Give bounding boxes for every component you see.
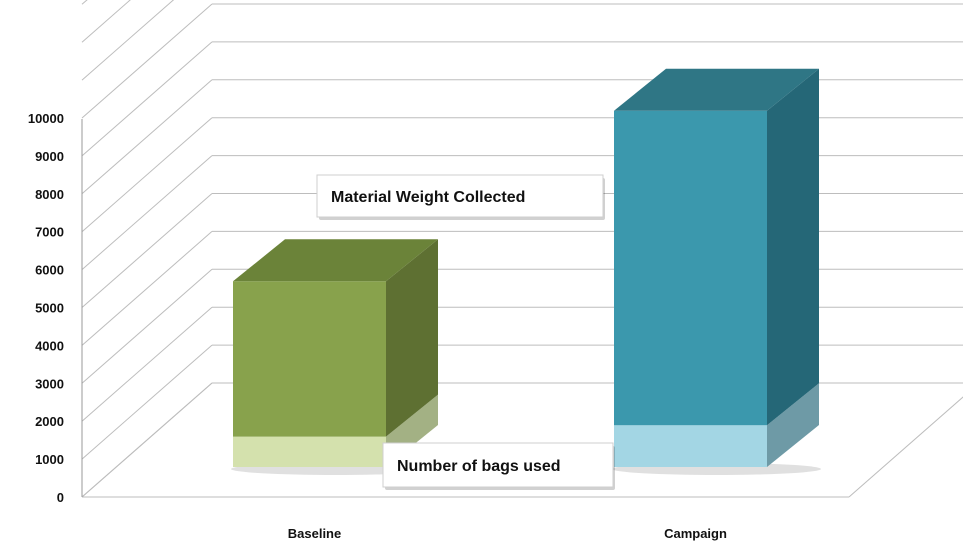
legend-material-weight: Material Weight Collected xyxy=(316,174,605,220)
grid-layer xyxy=(81,0,963,498)
bar-segment-lower-front xyxy=(233,436,386,467)
gridline-side xyxy=(81,0,175,81)
x-axis-categories: Baseline Campaign xyxy=(288,526,727,541)
gridline-side xyxy=(81,193,213,308)
bar-segment-upper-front xyxy=(233,281,386,437)
callout-text: Number of bags used xyxy=(397,458,561,475)
y-tick-label: 2000 xyxy=(35,414,64,429)
legend-bags-used: Number of bags used xyxy=(382,442,615,490)
y-tick-label: 10000 xyxy=(28,111,64,126)
gridline-side xyxy=(81,306,213,422)
bar-segment-upper-front xyxy=(614,110,767,426)
gridline-side xyxy=(81,0,131,43)
x-category-label: Baseline xyxy=(288,526,341,541)
y-tick-label: 7000 xyxy=(35,225,64,240)
floor-right-edge xyxy=(848,396,963,498)
series-callouts: Material Weight Collected Number of bags … xyxy=(316,174,615,490)
gridline-side xyxy=(81,79,213,195)
x-category-label: Campaign xyxy=(664,526,727,541)
bar-segment-lower-side xyxy=(767,383,819,467)
gridline-side xyxy=(81,231,213,346)
bar-top-face xyxy=(233,239,438,282)
callout-box xyxy=(382,442,614,488)
y-tick-label: 5000 xyxy=(35,301,64,316)
y-tick-label: 4000 xyxy=(35,338,64,353)
y-tick-label: 0 xyxy=(57,490,64,505)
bar-segment-lower-front xyxy=(614,425,767,467)
bar-top-face xyxy=(614,68,819,111)
bars-layer xyxy=(231,68,821,475)
y-axis-ticks: 0 1000 2000 3000 4000 5000 6000 7000 8000 9000 100… xyxy=(28,111,64,505)
callout-box xyxy=(316,174,604,218)
gridline-side xyxy=(81,155,213,270)
gridline-side xyxy=(81,382,213,498)
bar-segment-upper-side xyxy=(767,68,819,426)
y-tick-label: 8000 xyxy=(35,187,64,202)
gridline-side xyxy=(81,268,213,384)
gridline-side xyxy=(81,117,213,233)
gridline-side xyxy=(81,0,88,5)
gridline-side xyxy=(81,344,213,460)
y-tick-label: 9000 xyxy=(35,149,64,164)
bar-segment-upper-side xyxy=(386,239,438,437)
y-tick-label: 3000 xyxy=(35,376,64,391)
y-tick-label: 1000 xyxy=(35,452,64,467)
y-tick-label: 6000 xyxy=(35,263,64,278)
gridline-side xyxy=(81,41,213,157)
gridline-side xyxy=(81,3,213,119)
callout-text: Material Weight Collected xyxy=(331,189,525,206)
